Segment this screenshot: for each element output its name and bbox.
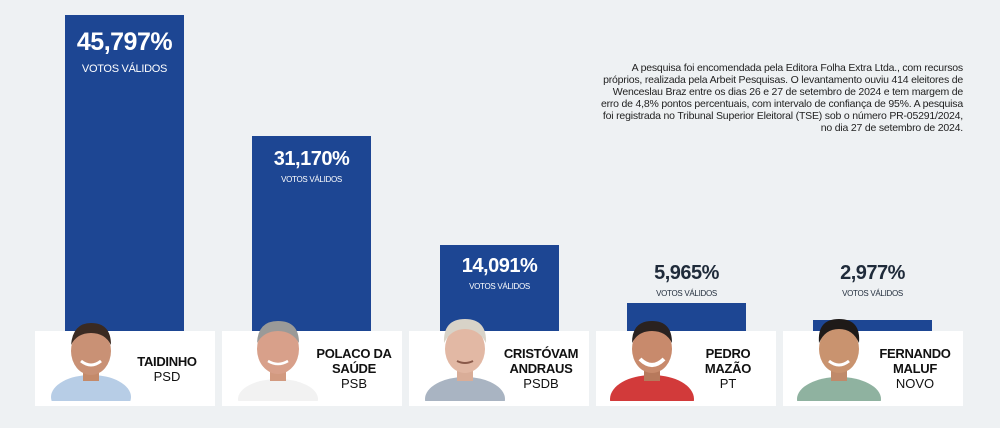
candidate-name-block: PEDRO MAZÃO PT <box>688 331 768 406</box>
candidate-name-block: TAIDINHO PSD <box>127 331 207 406</box>
bar-polaco-da-saude: 31,170% VOTOS VÁLIDOS <box>252 136 371 331</box>
candidate-name-block: CRISTÓVAM ANDRAUS PSDB <box>501 331 581 406</box>
candidate-name-line2: SAÚDE <box>331 361 376 376</box>
candidate-photo <box>232 309 324 401</box>
bar-fernando-maluf <box>813 320 932 331</box>
candidate-card-pedro-mazao: PEDRO MAZÃO PT <box>596 321 776 406</box>
candidate-photo <box>793 309 885 401</box>
bar-sub-label: VOTOS VÁLIDOS <box>281 175 342 184</box>
candidate-party: NOVO <box>895 376 935 391</box>
candidate-name-line2: MALUF <box>893 361 937 376</box>
candidate-card-polaco-da-saude: POLACO DA SAÚDE PSB <box>222 321 402 406</box>
bar-value-label: 45,797% <box>76 28 173 56</box>
candidate-photo <box>45 309 137 401</box>
candidate-party: PSD <box>153 368 181 384</box>
bar-sub-label: VOTOS VÁLIDOS <box>469 282 530 291</box>
person-portrait-icon <box>238 321 318 401</box>
candidate-party: PT <box>719 376 737 391</box>
candidate-name: PEDRO <box>705 346 751 361</box>
candidate-name: CRISTÓVAM <box>503 346 579 361</box>
candidate-name: TAIDINHO <box>137 353 197 369</box>
candidate-name-line2: ANDRAUS <box>509 361 573 376</box>
bar-value-label: 31,170% <box>273 148 350 170</box>
candidate-name-line2: MAZÃO <box>704 361 752 376</box>
candidate-party: PSDB <box>523 376 559 391</box>
value-label-pedro-mazao: 5,965% VOTOS VÁLIDOS <box>627 262 746 298</box>
bar-sub-label: VOTOS VÁLIDOS <box>656 289 717 298</box>
candidate-photo <box>606 309 698 401</box>
candidate-name-block: FERNANDO MALUF NOVO <box>875 331 955 406</box>
bar-sub-label: VOTOS VÁLIDOS <box>81 63 168 75</box>
candidate-party: PSB <box>340 376 367 391</box>
survey-methodology-note: A pesquisa foi encomendada pela Editora … <box>600 62 963 134</box>
bar-value-label: 2,977% <box>840 262 905 284</box>
candidate-card-taidinho: TAIDINHO PSD <box>35 323 215 406</box>
bar-cristovam-andraus: 14,091% VOTOS VÁLIDOS <box>440 245 559 331</box>
candidate-card-fernando-maluf: FERNANDO MALUF NOVO <box>783 319 963 406</box>
person-portrait-icon <box>797 319 881 401</box>
person-portrait-icon <box>610 321 694 401</box>
candidate-card-cristovam-andraus: CRISTÓVAM ANDRAUS PSDB <box>409 319 589 406</box>
bar-value-label: 5,965% <box>654 262 719 284</box>
candidate-name: FERNANDO <box>879 346 951 361</box>
bar-sub-label: VOTOS VÁLIDOS <box>842 289 903 298</box>
candidate-name: POLACO DA <box>316 346 392 361</box>
person-portrait-icon <box>51 323 131 401</box>
candidate-photo <box>419 309 511 401</box>
candidate-name-block: POLACO DA SAÚDE PSB <box>314 331 394 406</box>
value-label-fernando-maluf: 2,977% VOTOS VÁLIDOS <box>813 262 932 298</box>
bar-taidinho: 45,797% VOTOS VÁLIDOS <box>65 15 184 331</box>
person-portrait-icon <box>425 319 505 401</box>
bar-value-label: 14,091% <box>461 255 538 277</box>
